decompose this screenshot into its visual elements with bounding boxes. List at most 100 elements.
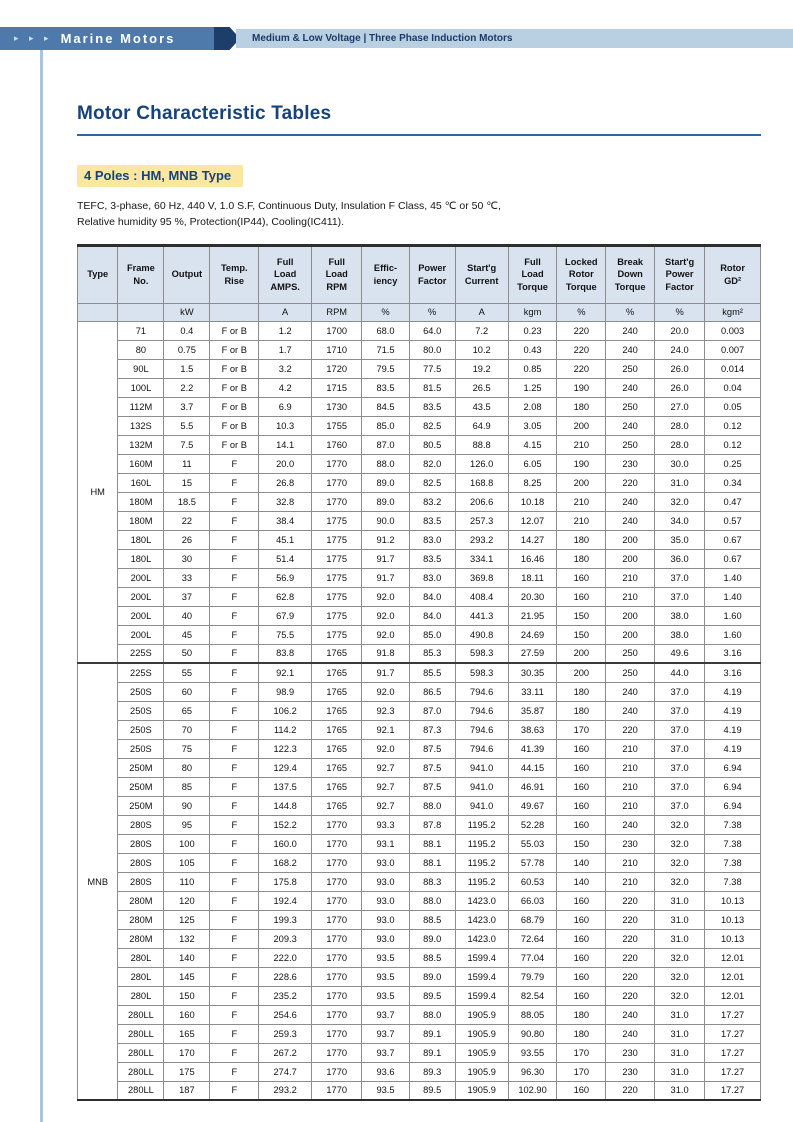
table-cell: F: [209, 947, 260, 968]
unit-header: %: [653, 302, 706, 322]
table-cell: 160: [556, 738, 607, 759]
table-cell: 36.0: [653, 548, 706, 569]
table-cell: 37.0: [653, 681, 706, 702]
table-cell: 240: [605, 377, 655, 398]
table-cell: F: [209, 1080, 260, 1101]
table-row: 132M 7.5 F or B 14.1 1760 87.0 80.5 88.8 4.15 210…: [78, 434, 761, 455]
table-cell: F: [209, 833, 260, 854]
table-cell: 31.0: [653, 1080, 706, 1101]
table-cell: 88.3: [408, 871, 456, 892]
table-cell: 26: [163, 529, 211, 550]
table-cell: 56.9: [258, 567, 313, 588]
table-row: 132S 5.5 F or B 10.3 1755 85.0 82.5 64.9 3.05 200…: [78, 415, 761, 436]
table-cell: 280M: [117, 928, 165, 949]
table-cell: 1765: [311, 719, 363, 740]
table-cell: 92.1: [258, 662, 313, 683]
table-cell: 1770: [311, 947, 363, 968]
table-cell: 4.19: [704, 719, 761, 740]
table-cell: 92.7: [361, 795, 410, 816]
table-cell: 1770: [311, 928, 363, 949]
table-cell: 160: [556, 1080, 607, 1101]
table-cell: 90L: [117, 358, 165, 379]
table-cell: 160: [556, 909, 607, 930]
table-cell: 17.27: [704, 1004, 761, 1025]
table-cell: 82.54: [507, 985, 558, 1006]
table-cell: 24.69: [507, 624, 558, 645]
table-row: 280LL 160 F 254.6 1770 93.7 88.0 1905.9 88.05 180…: [78, 1004, 761, 1025]
table-cell: 10.3: [258, 415, 313, 436]
table-cell: 88.1: [408, 833, 456, 854]
table-cell: 150: [556, 605, 607, 626]
table-cell: 228.6: [258, 966, 313, 987]
table-cell: 68.0: [361, 320, 410, 341]
table-cell: 32.0: [653, 491, 706, 512]
table-cell: F: [209, 909, 260, 930]
table-cell: 4.19: [704, 738, 761, 759]
table-cell: 180L: [117, 548, 165, 569]
table-cell: 0.007: [704, 339, 761, 360]
type-group-cell: MNB: [76, 662, 119, 1101]
table-cell: 250: [605, 434, 655, 455]
table-cell: 38.63: [507, 719, 558, 740]
table-cell: 12.01: [704, 966, 761, 987]
table-cell: 80: [117, 339, 165, 360]
table-cell: 6.94: [704, 757, 761, 778]
table-cell: 93.5: [361, 966, 410, 987]
table-cell: 240: [605, 700, 655, 721]
table-cell: 210: [556, 510, 607, 531]
table-cell: 200L: [117, 567, 165, 588]
table-cell: 0.43: [507, 339, 558, 360]
table-cell: 210: [605, 567, 655, 588]
table-cell: 941.0: [454, 757, 509, 778]
title-block: Motor Characteristic Tables: [77, 103, 761, 136]
table-cell: 89.5: [408, 1080, 456, 1101]
table-cell: 0.04: [704, 377, 761, 398]
table-cell: 93.1: [361, 833, 410, 854]
section-heading: 4 Poles : HM, MNB Type: [77, 165, 244, 187]
table-cell: 160: [556, 814, 607, 835]
column-header: Temp. Rise: [209, 244, 260, 304]
table-cell: 37.0: [653, 738, 706, 759]
table-cell: 77.5: [408, 358, 456, 379]
table-cell: 220: [605, 966, 655, 987]
table-cell: 60: [163, 681, 211, 702]
table-cell: 170: [556, 1061, 607, 1082]
table-row: 280S 105 F 168.2 1770 93.0 88.1 1195.2 57.78 140 2…: [78, 852, 761, 873]
table-cell: 220: [605, 928, 655, 949]
table-cell: F: [209, 852, 260, 873]
table-row: 90L 1.5 F or B 3.2 1720 79.5 77.5 19.2 0.85 220 25…: [78, 358, 761, 379]
table-cell: 87.5: [408, 738, 456, 759]
table-cell: 93.0: [361, 928, 410, 949]
table-cell: 89.0: [408, 928, 456, 949]
table-cell: 18.11: [507, 567, 558, 588]
table-cell: 75.5: [258, 624, 313, 645]
table-cell: 45: [163, 624, 211, 645]
table-cell: 1905.9: [454, 1061, 509, 1082]
table-cell: 28.0: [653, 434, 706, 455]
table-cell: 267.2: [258, 1042, 313, 1063]
table-cell: 210: [605, 795, 655, 816]
table-cell: F: [209, 472, 260, 493]
table-cell: 32.0: [653, 947, 706, 968]
table-cell: 145: [163, 966, 211, 987]
table-cell: 92.7: [361, 776, 410, 797]
table-row: 280LL 187 F 293.2 1770 93.5 89.5 1905.9 102.90 16…: [78, 1080, 761, 1101]
table-cell: 126.0: [454, 453, 509, 474]
table-cell: 180: [556, 529, 607, 550]
table-cell: 1195.2: [454, 814, 509, 835]
table-cell: 220: [556, 358, 607, 379]
table-cell: 88.8: [454, 434, 509, 455]
table-cell: 1770: [311, 890, 363, 911]
category-strip: Medium & Low Voltage | Three Phase Induc…: [236, 29, 793, 48]
table-cell: 250S: [117, 719, 165, 740]
table-cell: 89.3: [408, 1061, 456, 1082]
table-cell: 1.5: [163, 358, 211, 379]
table-cell: 1775: [311, 624, 363, 645]
table-cell: 1770: [311, 1061, 363, 1082]
table-cell: 31.0: [653, 1023, 706, 1044]
table-cell: 250M: [117, 757, 165, 778]
table-cell: 85.0: [408, 624, 456, 645]
table-cell: 26.0: [653, 358, 706, 379]
table-cell: F: [209, 624, 260, 645]
table-cell: 941.0: [454, 795, 509, 816]
